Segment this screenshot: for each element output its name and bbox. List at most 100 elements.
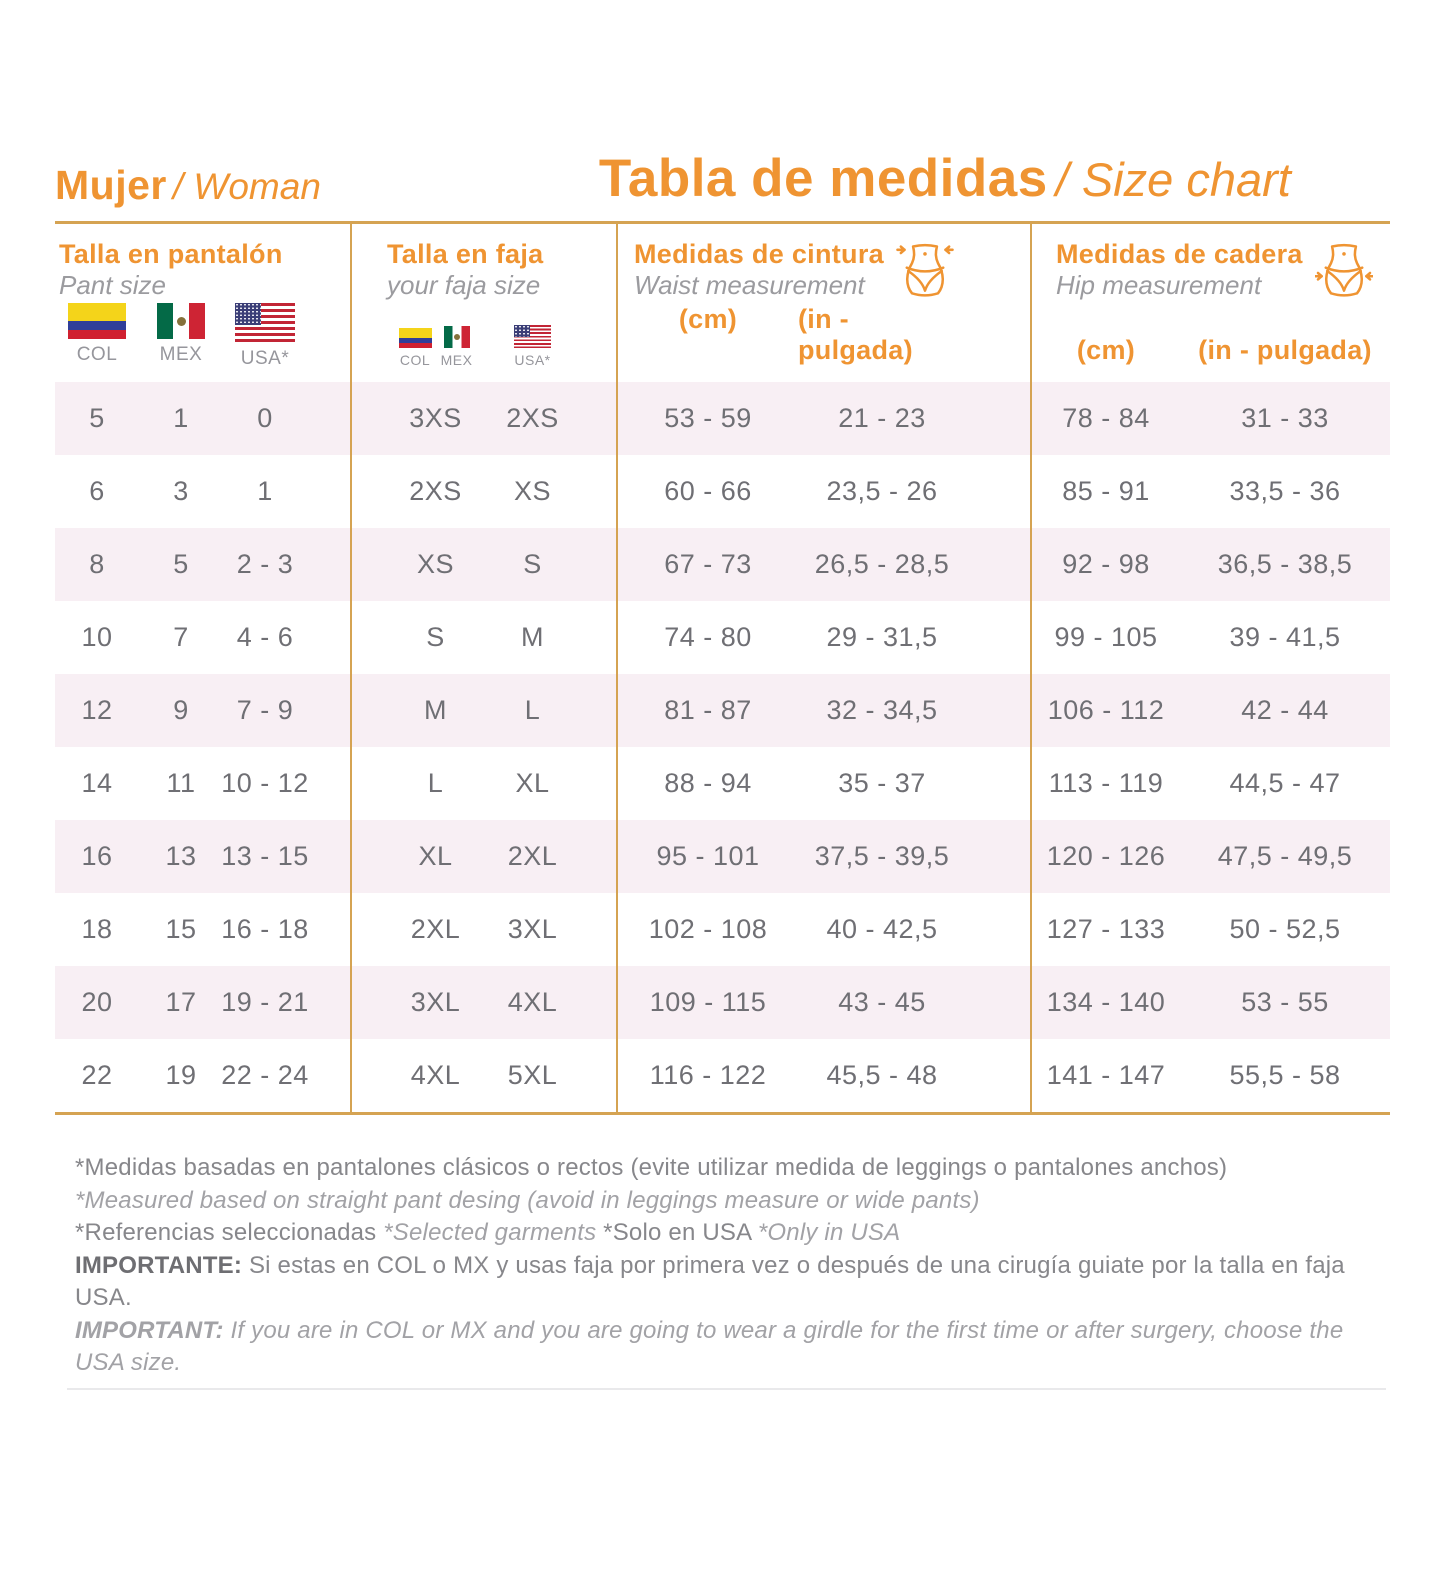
faja-usa-cell: XL (515, 768, 550, 798)
pant-cells: 20 17 19 - 21 (55, 966, 352, 1039)
pant-cells: 12 9 7 - 9 (55, 674, 352, 747)
faja-cells: 3XS 2XS (352, 382, 618, 455)
pant-mex-cell: 7 (173, 622, 189, 652)
waist-cm-cell: 88 - 94 (664, 768, 752, 798)
table-row: 5 1 0 3XS 2XS 53 - 59 21 - 23 78 - 84 31 - 33 (55, 382, 1390, 455)
waist-unit-cm: (cm) (678, 304, 738, 334)
waist-header-text: Medidas de cintura Waist measurement (634, 238, 884, 301)
faja-colmex-cell: XL (418, 841, 453, 871)
title-mujer: Mujer (55, 162, 167, 208)
waist-measure-icon (896, 243, 954, 297)
pant-flag-usa: USA* (235, 303, 295, 370)
flag-label: COL (399, 352, 431, 368)
title-woman: / Woman (172, 166, 321, 207)
hip-cells: 120 - 126 47,5 - 49,5 (1032, 820, 1390, 893)
hip-cm-cell: 78 - 84 (1062, 403, 1150, 433)
hip-in-cell: 42 - 44 (1241, 695, 1329, 725)
size-chart-page: Mujer / Woman Tabla de medidas / Size char… (0, 148, 1445, 1593)
pant-usa-cell: 10 - 12 (221, 768, 309, 798)
pant-cells: 14 11 10 - 12 (55, 747, 352, 820)
hip-cells: 92 - 98 36,5 - 38,5 (1032, 528, 1390, 601)
note-importante-label: IMPORTANTE: (75, 1251, 243, 1279)
header-pant-size: Talla en pantalón Pant size COL MEX USA* (55, 224, 352, 382)
faja-cells: 2XS XS (352, 455, 618, 528)
pant-col-cell: 20 (81, 987, 113, 1017)
waist-in-cell: 29 - 31,5 (826, 622, 938, 652)
pant-cells: 5 1 0 (55, 382, 352, 455)
table-row: 14 11 10 - 12 L XL 88 - 94 35 - 37 113 - 119… (55, 747, 1390, 820)
faja-colmex-cell: 3XL (410, 987, 461, 1017)
hip-in-cell: 36,5 - 38,5 (1217, 549, 1353, 579)
header-hip-measurement: Medidas de cadera Hip measurement (cm) (1032, 224, 1390, 382)
faja-usa-cell: M (521, 622, 544, 652)
note-important-label: IMPORTANT: (75, 1316, 224, 1344)
waist-in-cell: 43 - 45 (838, 987, 926, 1017)
waist-in-cell: 26,5 - 28,5 (814, 549, 950, 579)
pant-mex-cell: 9 (173, 695, 189, 725)
waist-cm-cell: 116 - 122 (649, 1060, 767, 1090)
pant-col-cell: 10 (81, 622, 113, 652)
colombia-flag-icon (68, 303, 126, 339)
faja-usa-cell: 2XS (506, 403, 559, 433)
hip-cells: 127 - 133 50 - 52,5 (1032, 893, 1390, 966)
waist-cells: 81 - 87 32 - 34,5 (618, 674, 1032, 747)
hip-in-cell: 55,5 - 58 (1229, 1060, 1341, 1090)
waist-in-cell: 35 - 37 (838, 768, 926, 798)
note-only-in-usa: *Only in USA (757, 1219, 901, 1246)
waist-cm-cell: 53 - 59 (664, 403, 752, 433)
pant-cells: 16 13 13 - 15 (55, 820, 352, 893)
pant-flag-mexico: MEX (157, 303, 205, 370)
faja-colmex-cell: L (427, 768, 444, 798)
waist-cells: 53 - 59 21 - 23 (618, 382, 1032, 455)
flag-label: COL (76, 344, 118, 365)
note-important: IMPORTANT: If you are in COL or MX and y… (75, 1315, 1390, 1380)
faja-flag-colombia: COL (398, 328, 432, 368)
waist-cells: 60 - 66 23,5 - 26 (618, 455, 1032, 528)
title-size-chart: / Size chart (1055, 153, 1291, 206)
title-tabla: Tabla de medidas (598, 149, 1048, 208)
waist-in-cell: 37,5 - 39,5 (814, 841, 950, 871)
mexico-flag-icon (157, 303, 205, 339)
hip-in-cell: 44,5 - 47 (1229, 768, 1341, 798)
hip-cells: 141 - 147 55,5 - 58 (1032, 1039, 1390, 1112)
waist-units-row: (cm) (in - pulgada) (618, 304, 1030, 366)
pant-flags-row: COL MEX USA* (55, 303, 350, 370)
faja-usa-cell: XS (513, 476, 552, 506)
pant-col-cell: 12 (81, 695, 113, 725)
faja-cells: 3XL 4XL (352, 966, 618, 1039)
pant-mex-cell: 15 (165, 914, 197, 944)
waist-cells: 102 - 108 40 - 42,5 (618, 893, 1032, 966)
faja-flag-mexico: MEX (441, 326, 473, 368)
hip-cells: 134 - 140 53 - 55 (1032, 966, 1390, 1039)
faja-flag-usa: USA* (514, 325, 551, 368)
table-row: 16 13 13 - 15 XL 2XL 95 - 101 37,5 - 39,5 12… (55, 820, 1390, 893)
pant-flag-colombia: COL (68, 303, 126, 370)
hip-cells: 99 - 105 39 - 41,5 (1032, 601, 1390, 674)
note-important-text: If you are in COL or MX and you are goin… (75, 1316, 1344, 1377)
pant-cells: 8 5 2 - 3 (55, 528, 352, 601)
hip-cells: 113 - 119 44,5 - 47 (1032, 747, 1390, 820)
faja-size-subtitle: your faja size (387, 270, 541, 300)
mexico-flag-icon (443, 326, 470, 348)
title-bar: Mujer / Woman Tabla de medidas / Size char… (55, 148, 1390, 209)
hip-in-cell: 33,5 - 36 (1229, 476, 1341, 506)
faja-colmex-cell: XS (416, 549, 455, 579)
waist-cells: 95 - 101 37,5 - 39,5 (618, 820, 1032, 893)
pant-col-cell: 8 (89, 549, 105, 579)
faja-usa-cell: 4XL (507, 987, 558, 1017)
faja-colmex-cell: 2XS (409, 476, 462, 506)
hip-unit-in: (in - pulgada) (1198, 335, 1372, 365)
waist-subtitle: Waist measurement (634, 270, 865, 300)
pant-usa-cell: 16 - 18 (221, 914, 309, 944)
note-referencias-es: *Referencias seleccionadas (75, 1219, 384, 1246)
note-importante: IMPORTANTE: Si estas en COL o MX y usas … (75, 1250, 1390, 1315)
waist-in-cell: 40 - 42,5 (826, 914, 938, 944)
usa-flag-icon (235, 303, 295, 343)
pant-size-subtitle: Pant size (59, 270, 166, 300)
waist-cells: 109 - 115 43 - 45 (618, 966, 1032, 1039)
note-referencias: *Referencias seleccionadas *Selected gar… (75, 1217, 1390, 1250)
waist-cells: 67 - 73 26,5 - 28,5 (618, 528, 1032, 601)
hip-header-text: Medidas de cadera Hip measurement (1056, 238, 1303, 301)
